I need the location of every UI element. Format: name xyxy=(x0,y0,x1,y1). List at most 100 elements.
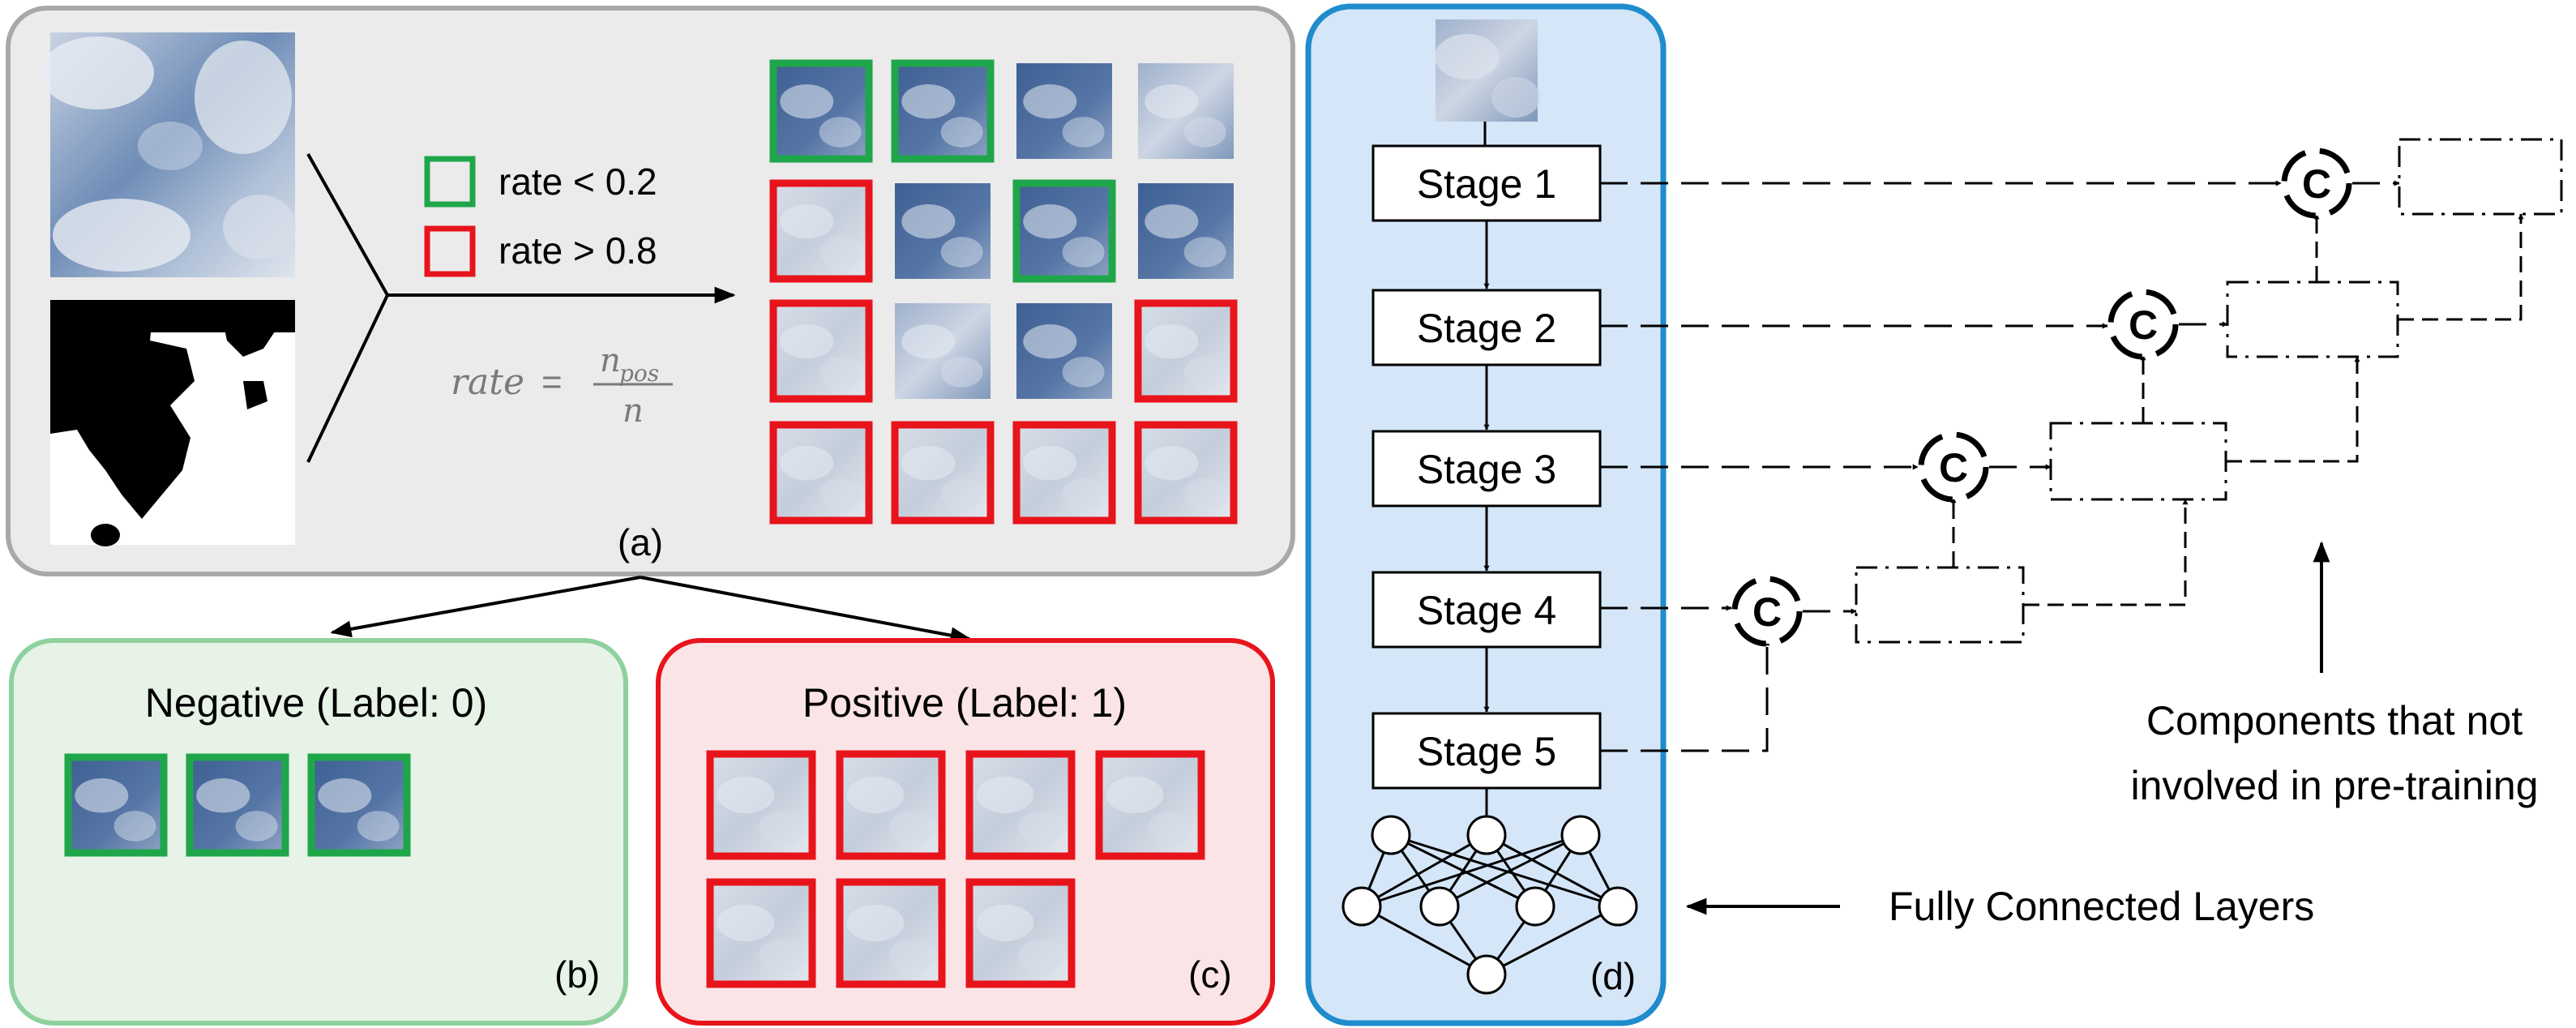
red-legend-label: rate > 0.8 xyxy=(499,229,657,272)
fc-label: Fully Connected Layers xyxy=(1889,884,2314,929)
green-legend-swatch xyxy=(424,156,476,208)
encoder-stages: Stage 1 Stage 2 Stage 3 Stage 4 Stage 5 xyxy=(1371,144,1602,819)
concat-node: C xyxy=(2107,289,2179,360)
grid-patch xyxy=(1134,299,1238,403)
concat-node: C xyxy=(1918,431,1989,503)
components-label-line1: Components that not xyxy=(2146,698,2523,743)
positive-patch xyxy=(706,878,816,988)
split-arrows xyxy=(330,576,972,644)
negative-patch xyxy=(307,753,411,857)
concat-symbol: C xyxy=(2129,302,2158,348)
fc-neuron xyxy=(1341,886,1382,927)
stage-block: Stage 5 xyxy=(1371,712,1602,790)
stage-block: Stage 3 xyxy=(1371,430,1602,508)
grid-patch xyxy=(769,299,873,403)
fc-edge xyxy=(1390,833,1619,908)
concat-node: C xyxy=(1731,576,1803,647)
grid-patch xyxy=(1016,63,1112,159)
formula-equals: = xyxy=(541,362,563,402)
fc-edge xyxy=(1439,833,1581,908)
fc-neuron xyxy=(1371,815,1411,855)
fc-edge xyxy=(1361,833,1581,908)
panel-a-caption: (a) xyxy=(618,521,663,563)
formula-numerator-sub: pos xyxy=(619,360,659,387)
stage-block: Stage 1 xyxy=(1371,144,1602,222)
stage-label: Stage 3 xyxy=(1417,447,1556,492)
negative-patch xyxy=(64,753,168,857)
red-legend-swatch xyxy=(424,225,476,277)
formula-denominator: n xyxy=(623,392,644,430)
grid-patch xyxy=(1012,179,1116,283)
panel-b: Negative (Label: 0) (b) xyxy=(9,638,628,1026)
grid-patch xyxy=(1138,63,1234,159)
stage-label: Stage 5 xyxy=(1417,729,1556,774)
fc-edge xyxy=(1361,905,1487,976)
panel-b-caption: (b) xyxy=(554,953,600,996)
panel-c-title: Positive (Label: 1) xyxy=(802,680,1127,726)
grid-patch xyxy=(769,179,873,283)
rate-formula: rate = n pos n xyxy=(451,342,673,430)
components-annotation: Components that not involved in pre-trai… xyxy=(2130,541,2539,808)
grid-patch xyxy=(895,303,991,399)
fully-connected-network xyxy=(1341,815,1638,995)
rate-legend: rate < 0.2 rate > 0.8 xyxy=(424,156,657,277)
grid-patch xyxy=(891,59,995,163)
stage-label: Stage 4 xyxy=(1417,588,1556,633)
sky-image xyxy=(41,32,296,277)
fc-edge xyxy=(1486,833,1619,908)
decoder-block xyxy=(2226,281,2399,358)
fc-edge xyxy=(1361,833,1487,908)
positive-patches xyxy=(706,750,1205,988)
panel-a: rate < 0.2 rate > 0.8 rate = n pos n (a) xyxy=(6,6,1295,576)
cloud-mask-image xyxy=(50,300,295,546)
residual-link xyxy=(2023,499,2189,606)
components-label-line2: involved in pre-training xyxy=(2130,763,2538,808)
stage-block: Stage 4 xyxy=(1371,571,1602,649)
residual-link xyxy=(2398,213,2524,321)
decoder-block xyxy=(1855,566,2025,644)
concat-symbol: C xyxy=(2302,161,2331,207)
concat-symbol: C xyxy=(1752,589,1782,635)
panel-d: Stage 1 Stage 2 Stage 3 Stage 4 Stage 5 (d) xyxy=(1305,3,1667,1026)
patch-grid xyxy=(769,59,1238,525)
concat-node: C xyxy=(2281,148,2352,219)
positive-patch xyxy=(706,750,816,860)
negative-patches xyxy=(64,753,411,857)
grid-patch xyxy=(769,421,873,525)
positive-patch xyxy=(1095,750,1205,860)
fc-neuron xyxy=(1515,886,1555,927)
formula-numerator: n xyxy=(600,342,621,379)
fc-neuron xyxy=(1419,886,1460,927)
fc-neuron xyxy=(1466,954,1507,995)
decoder-components: C C C C xyxy=(1600,138,2563,752)
decoder-block xyxy=(2398,138,2563,216)
panel-d-caption: (d) xyxy=(1590,955,1636,997)
negative-patch xyxy=(186,753,289,857)
grid-patch xyxy=(895,183,991,279)
positive-patch xyxy=(965,878,1076,988)
grid-patch xyxy=(1012,421,1116,525)
decoder-block xyxy=(2049,422,2227,501)
input-patch xyxy=(1435,19,1540,122)
grid-patch xyxy=(1016,303,1112,399)
grid-patch xyxy=(891,421,995,525)
fc-neuron xyxy=(1598,886,1638,927)
stage-label: Stage 1 xyxy=(1417,161,1556,207)
positive-patch xyxy=(836,878,946,988)
green-legend-label: rate < 0.2 xyxy=(499,161,657,203)
grid-patch xyxy=(1138,183,1234,279)
formula-lhs: rate xyxy=(451,362,524,403)
fc-neuron xyxy=(1466,815,1507,855)
grid-patch xyxy=(1134,421,1238,525)
grid-patch xyxy=(769,59,873,163)
fc-edge xyxy=(1486,905,1619,976)
fc-annotation: Fully Connected Layers xyxy=(1685,884,2314,929)
concat-symbol: C xyxy=(1939,445,1968,490)
stage-block: Stage 2 xyxy=(1371,289,1602,366)
fc-neuron xyxy=(1560,815,1601,855)
positive-patch xyxy=(836,750,946,860)
panel-c-caption: (c) xyxy=(1188,953,1232,996)
positive-patch xyxy=(965,750,1076,860)
stage-label: Stage 2 xyxy=(1417,306,1556,351)
